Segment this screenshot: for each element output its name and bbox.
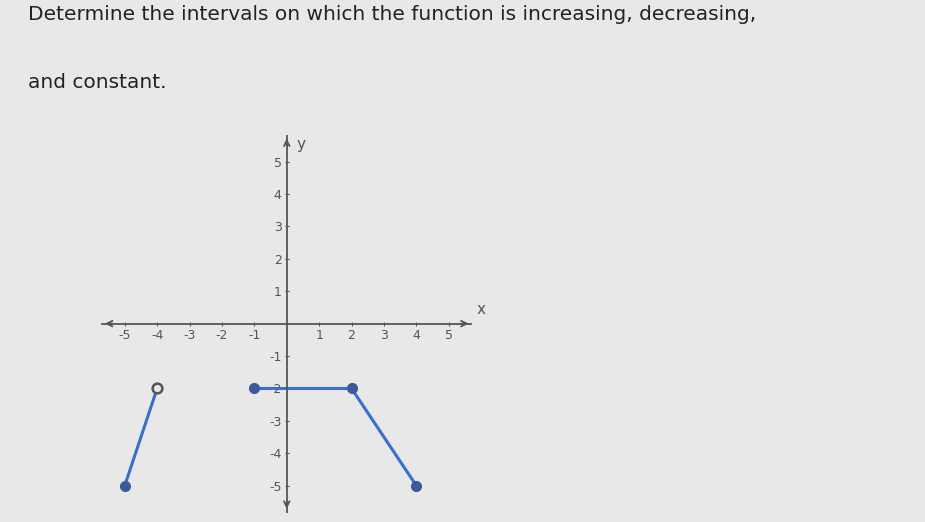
Text: x: x	[476, 302, 486, 316]
Text: Determine the intervals on which the function is increasing, decreasing,: Determine the intervals on which the fun…	[28, 5, 756, 24]
Text: and constant.: and constant.	[28, 73, 166, 92]
Text: y: y	[297, 137, 305, 152]
